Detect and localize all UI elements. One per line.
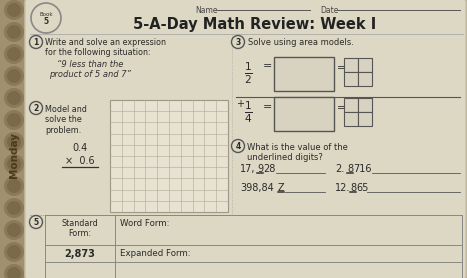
Circle shape [29,36,42,48]
Circle shape [31,3,61,33]
Circle shape [4,110,24,130]
Circle shape [7,47,21,61]
Text: 4: 4 [235,142,241,151]
Circle shape [7,25,21,39]
Circle shape [4,44,24,64]
Text: +: + [236,99,244,109]
Text: Solve using area models.: Solve using area models. [248,38,354,47]
Bar [0,0,28,278]
Circle shape [4,132,24,152]
Circle shape [7,3,21,17]
Circle shape [4,264,24,278]
Text: 12.: 12. [335,183,350,193]
Circle shape [4,220,24,240]
Text: 3: 3 [235,38,241,47]
Circle shape [4,242,24,262]
Text: Book: Book [39,11,53,16]
Text: Z: Z [278,183,284,193]
Circle shape [7,157,21,171]
Bar [358,58,372,72]
Circle shape [7,69,21,83]
Text: What is the value of the
underlined digits?: What is the value of the underlined digi… [247,143,348,162]
Bar [110,100,228,212]
Circle shape [4,154,24,174]
Text: =: = [263,61,272,71]
Bar [358,112,372,126]
Bar [274,57,334,91]
Text: 2: 2 [33,104,39,113]
Text: 398,84: 398,84 [240,183,274,193]
Circle shape [7,135,21,149]
Bar [274,97,334,131]
Text: Standard
Form:: Standard Form: [62,219,99,239]
Text: 28: 28 [263,164,276,174]
Circle shape [7,267,21,278]
Text: =: = [337,103,345,113]
Text: 716: 716 [353,164,372,174]
Circle shape [29,215,42,229]
Text: 5-A-Day Math Review: Week I: 5-A-Day Math Review: Week I [134,18,376,33]
Text: $\frac{1}{4}$: $\frac{1}{4}$ [244,99,253,125]
Text: 2.: 2. [335,164,344,174]
Circle shape [232,36,245,48]
Text: 5: 5 [43,18,49,26]
Circle shape [4,0,24,20]
Circle shape [7,179,21,193]
Text: Name: Name [195,6,218,15]
Text: 8: 8 [347,164,353,174]
Text: Expanded Form:: Expanded Form: [120,249,191,258]
Text: $\frac{1}{2}$: $\frac{1}{2}$ [244,60,253,86]
Text: 5: 5 [34,218,39,227]
Bar [358,98,372,112]
Text: 2,873: 2,873 [64,249,95,259]
Text: Write and solve an expression
for the following situation:: Write and solve an expression for the fo… [45,38,166,57]
Text: 1: 1 [33,38,39,47]
Circle shape [4,66,24,86]
Bar [344,98,358,112]
Circle shape [4,22,24,42]
Circle shape [29,101,42,115]
Bar [344,72,358,86]
Text: Word Form:: Word Form: [120,219,170,228]
Text: =: = [263,102,272,112]
Circle shape [4,198,24,218]
Text: 8: 8 [350,183,356,193]
Circle shape [7,201,21,215]
Text: 9: 9 [257,164,263,174]
Text: 17,: 17, [240,164,255,174]
Circle shape [4,176,24,196]
Circle shape [7,91,21,105]
Text: Model and
solve the
problem.: Model and solve the problem. [45,105,87,135]
Bar [358,72,372,86]
Circle shape [7,245,21,259]
Circle shape [7,223,21,237]
FancyBboxPatch shape [25,0,466,278]
Circle shape [4,88,24,108]
Circle shape [7,113,21,127]
Bar [344,112,358,126]
Circle shape [232,140,245,153]
Text: 0.4: 0.4 [72,143,88,153]
Text: =: = [337,63,345,73]
Text: 65: 65 [356,183,368,193]
Text: Monday: Monday [9,132,19,178]
Text: ×  0.6: × 0.6 [65,156,95,166]
Text: “9 less than the
product of 5 and 7”: “9 less than the product of 5 and 7” [49,60,131,80]
Bar [344,58,358,72]
Text: Date: Date [320,6,339,15]
